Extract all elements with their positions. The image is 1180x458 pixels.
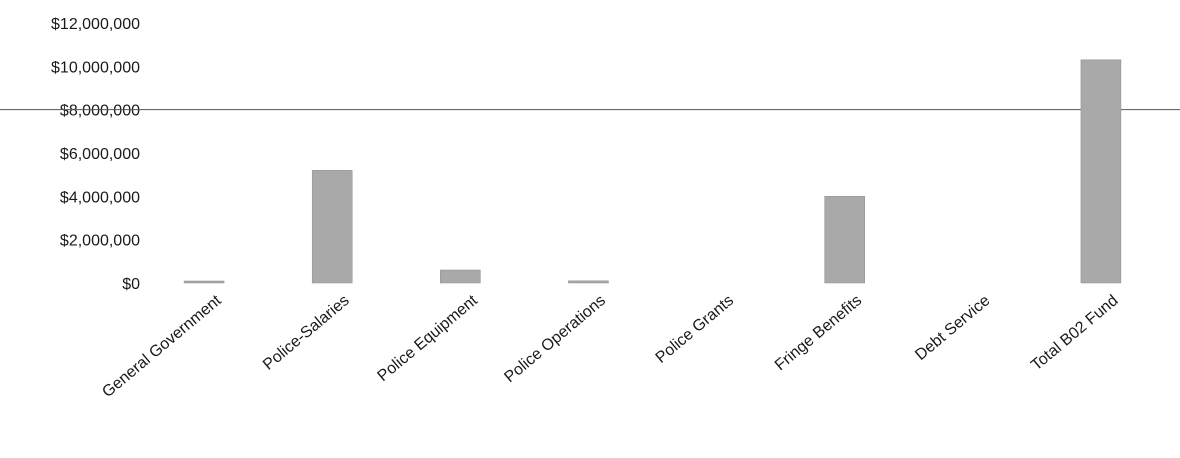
bar [183, 280, 225, 284]
bar [311, 170, 353, 284]
y-tick-label: $12,000,000 [51, 16, 140, 33]
bar [824, 196, 865, 284]
x-category-label: Debt Service [912, 292, 993, 364]
bar [1080, 59, 1122, 284]
y-tick-label: $2,000,000 [60, 233, 140, 250]
x-axis-labels: General Government Police-Salaries Police … [99, 292, 1121, 401]
y-tick-label: $6,000,000 [60, 146, 140, 163]
x-category-label: General Government [99, 292, 225, 401]
x-category-label: Police-Salaries [260, 292, 353, 374]
x-category-label: Fringe Benefits [772, 292, 865, 374]
y-tick-label: $8,000,000 [60, 103, 140, 120]
y-tick-label: $4,000,000 [60, 189, 140, 206]
y-tick-label: $10,000,000 [51, 59, 140, 76]
bar [440, 269, 481, 284]
y-axis-ticks: $0 $2,000,000 $4,000,000 $6,000,000 $8,000,0… [51, 16, 140, 293]
bar [568, 280, 609, 284]
x-category-label: Police Grants [653, 292, 738, 367]
y-tick-label: $0 [122, 276, 140, 293]
x-category-label: Police Equipment [375, 292, 482, 385]
bars [183, 59, 1122, 284]
x-category-label: Total B02 Fund [1028, 292, 1121, 374]
x-category-label: Police Operations [501, 292, 609, 386]
